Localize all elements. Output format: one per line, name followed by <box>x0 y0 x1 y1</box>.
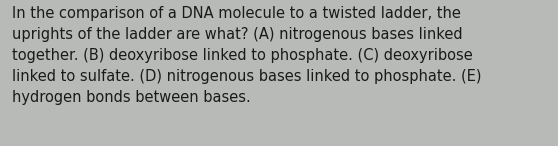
Text: In the comparison of a DNA molecule to a twisted ladder, the
uprights of the lad: In the comparison of a DNA molecule to a… <box>12 6 482 105</box>
